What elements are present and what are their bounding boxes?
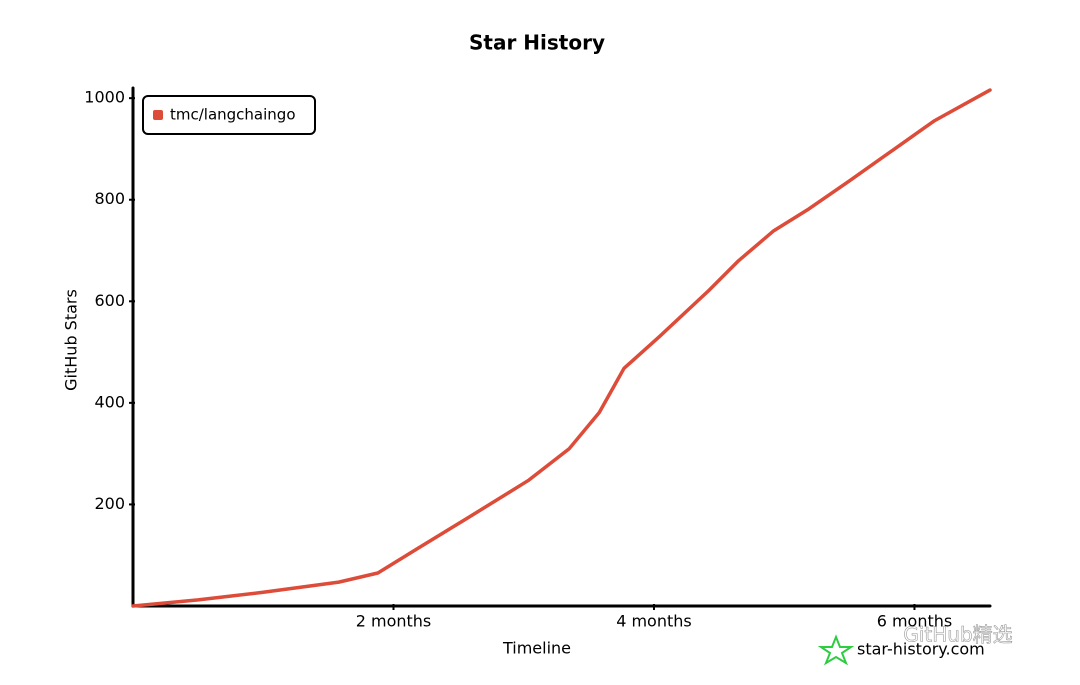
watermark-text: star-history.com <box>857 640 985 659</box>
legend-box <box>142 95 316 135</box>
x-tick-label: 2 months <box>356 612 432 631</box>
legend: tmc/langchaingo <box>142 95 316 135</box>
watermark: star-history.com <box>817 634 985 666</box>
y-tick-label: 600 <box>94 291 125 310</box>
legend-swatch <box>153 110 163 120</box>
line <box>131 88 992 608</box>
x-axis-title: Timeline <box>502 639 571 658</box>
y-tick-label: 400 <box>94 392 125 411</box>
x-tick-label: 4 months <box>616 612 692 631</box>
y-tick-label: 1000 <box>84 88 125 107</box>
legend-label: tmc/langchaingo <box>170 106 296 124</box>
y-tick-label: 200 <box>94 494 125 513</box>
chart-title: Star History <box>469 31 605 55</box>
y-axis-title: GitHub Stars <box>62 289 81 391</box>
x-tick-label: 6 months <box>877 612 953 631</box>
star-icon <box>817 634 855 666</box>
overlay-watermark: GitHub精选 <box>903 623 1012 647</box>
y-tick-label: 800 <box>94 189 125 208</box>
